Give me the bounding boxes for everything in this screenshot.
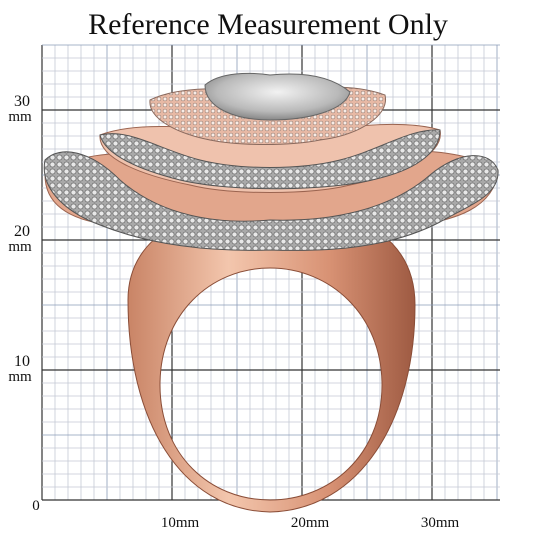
y-label-number: 30 bbox=[14, 93, 30, 110]
outer-petals bbox=[43, 151, 499, 251]
y-label-unit: mm bbox=[8, 239, 32, 255]
x-label: 20mm bbox=[291, 515, 330, 531]
origin-label: 0 bbox=[32, 498, 40, 514]
y-label-unit: mm bbox=[8, 109, 32, 125]
flower-center bbox=[204, 72, 351, 121]
y-label-number: 20 bbox=[14, 223, 30, 240]
title: Reference Measurement Only bbox=[88, 8, 448, 41]
x-label: 10mm bbox=[161, 515, 200, 531]
y-label-unit: mm bbox=[8, 369, 32, 385]
x-label: 30mm bbox=[421, 515, 460, 531]
middle-petals bbox=[99, 129, 441, 190]
y-label-number: 10 bbox=[14, 353, 30, 370]
ring-band bbox=[127, 204, 416, 513]
ring bbox=[43, 72, 499, 513]
